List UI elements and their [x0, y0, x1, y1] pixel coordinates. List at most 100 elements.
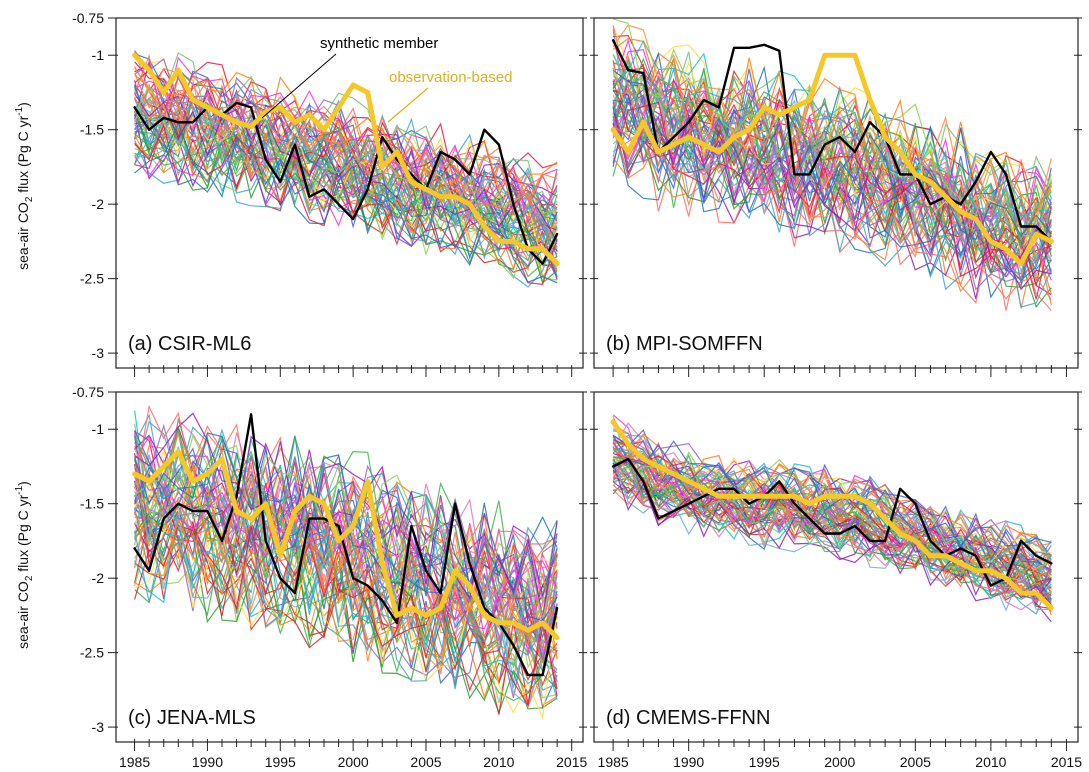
panel-frame	[593, 391, 1079, 743]
synthetic-member-line	[133, 101, 559, 265]
y-label-close: )	[15, 102, 31, 107]
x-tick-label: 2010	[483, 754, 514, 770]
y-tick-label: -2	[92, 196, 105, 212]
ensemble-member-line	[612, 39, 1052, 217]
panel-frame	[115, 391, 584, 743]
ensemble-member-line	[134, 432, 558, 622]
synthetic-member-line	[133, 413, 559, 677]
ensemble-member-line	[612, 117, 1052, 311]
ensemble-member-line	[134, 419, 558, 608]
ensemble-member-line	[134, 67, 558, 211]
y-label-tail: flux (Pg C yr	[15, 115, 31, 196]
y-label-sup: -1	[14, 485, 25, 494]
observation-based-line	[610, 52, 1054, 267]
y-label-close: )	[15, 481, 31, 486]
y-tick-label: -0.75	[72, 384, 104, 400]
panel-3: -0.75 -1 -1.5 -2 -2.5 -3 1985 1990 1995 2000 2005 2…	[72, 384, 587, 770]
panel-label: (c) JENA-MLS	[128, 707, 256, 729]
ensemble-member-line	[612, 463, 1052, 595]
y-tick-label: -3	[92, 719, 105, 735]
x-tick-label: 2005	[900, 754, 931, 770]
ensemble-member-line	[134, 77, 558, 206]
y-axis-label-text: sea-air CO2 flux (Pg C yr-1)	[14, 102, 35, 270]
ensemble-member-line	[134, 53, 558, 217]
ensemble-member-line	[612, 469, 1052, 610]
ensemble-member-line	[612, 454, 1052, 603]
ensemble-member-line	[134, 530, 558, 690]
ensemble-member-line	[134, 507, 558, 699]
panel-frame	[115, 17, 584, 369]
ensemble-member-line	[134, 433, 558, 619]
x-tick-label: 1995	[265, 754, 296, 770]
x-tick-label: 1985	[598, 754, 629, 770]
x-tick-label: 2000	[824, 754, 855, 770]
ensemble-member-line	[134, 486, 558, 685]
y-tick-label: -0.75	[72, 10, 104, 26]
ensemble-member-line	[134, 511, 558, 710]
y-tick-label: -1.5	[80, 496, 104, 512]
y-label-main: sea-air CO	[15, 581, 31, 649]
ensemble-member-line	[612, 80, 1052, 286]
annotation-observation-based: observation-based	[389, 69, 512, 86]
panels: -0.75 -1 -1.5 -2 -2.5 -3 (a) CSIR-ML6 synthetic…	[72, 10, 1082, 770]
ensemble-member-line	[134, 123, 558, 285]
ensemble-member-line	[134, 412, 558, 618]
ensemble-member-line	[612, 18, 1052, 238]
plot-area	[132, 50, 560, 288]
y-label-sub: 2	[24, 196, 35, 202]
y-axis-label-text: sea-air CO2 flux (Pg C yr-1)	[14, 481, 35, 649]
panel-1: -0.75 -1 -1.5 -2 -2.5 -3 (a) CSIR-ML6 synthetic…	[72, 10, 587, 377]
y-axis-label-top: sea-air CO2 flux (Pg C yr-1)	[14, 102, 35, 270]
y-label-main: sea-air CO	[15, 202, 31, 270]
y-axis-label-bottom: sea-air CO2 flux (Pg C yr-1)	[14, 481, 35, 649]
ensemble-member-line	[134, 507, 558, 721]
annotation-pointer-observation	[387, 87, 429, 123]
panel-2: (b) MPI-SOMFFN	[590, 17, 1082, 377]
annotation-synthetic-member: synthetic member	[320, 35, 438, 52]
ensemble-member-line	[134, 523, 558, 707]
ensemble-member-line	[612, 60, 1052, 267]
ensemble-member-line	[612, 37, 1052, 214]
x-tick-label: 2015	[1051, 754, 1082, 770]
observation-based-line	[132, 52, 560, 267]
x-tick-label: 1990	[192, 754, 223, 770]
y-tick-label: -1	[92, 421, 105, 437]
y-tick-label: -2	[92, 570, 105, 586]
y-tick-label: -3	[92, 345, 105, 361]
ensemble-member-line	[134, 98, 558, 242]
observation-based-line	[610, 419, 1054, 611]
x-tick-label: 2005	[410, 754, 441, 770]
observation-based-line	[132, 449, 560, 641]
ensemble-member-line	[612, 69, 1052, 241]
ensemble-member-line	[134, 115, 558, 277]
ensemble-member-line	[612, 97, 1052, 282]
annotation-pointer-synthetic	[261, 53, 337, 119]
ensemble-member-line	[612, 125, 1052, 301]
ensemble-member-line	[134, 512, 558, 707]
ensemble-member-line	[134, 73, 558, 211]
ensemble-member-line	[134, 56, 558, 225]
ensemble-member-line	[612, 65, 1052, 263]
x-tick-label: 2000	[338, 754, 369, 770]
panel-label: (b) MPI-SOMFFN	[606, 333, 763, 355]
panel-frame	[593, 17, 1079, 369]
ensemble-member-line	[612, 462, 1052, 606]
plot-area	[132, 404, 560, 721]
ensemble-member-line	[613, 108, 1052, 308]
y-tick-label: -1	[92, 47, 105, 63]
x-tick-label: 1990	[673, 754, 704, 770]
x-tick-label: 1995	[749, 754, 780, 770]
x-tick-label: 2010	[975, 754, 1006, 770]
y-label-tail: flux (Pg C yr	[15, 494, 31, 575]
x-tick-label: 1985	[119, 754, 150, 770]
plot-area	[610, 414, 1054, 623]
ensemble-member-line	[612, 451, 1052, 576]
synthetic-member-line	[611, 457, 1053, 587]
ensemble-member-line	[612, 459, 1052, 612]
ensemble-member-line	[134, 121, 558, 284]
ensemble-member-line	[134, 69, 558, 233]
ensemble-member-line	[134, 511, 558, 715]
ensemble-member-line	[134, 430, 558, 602]
y-label-sub: 2	[24, 575, 35, 581]
